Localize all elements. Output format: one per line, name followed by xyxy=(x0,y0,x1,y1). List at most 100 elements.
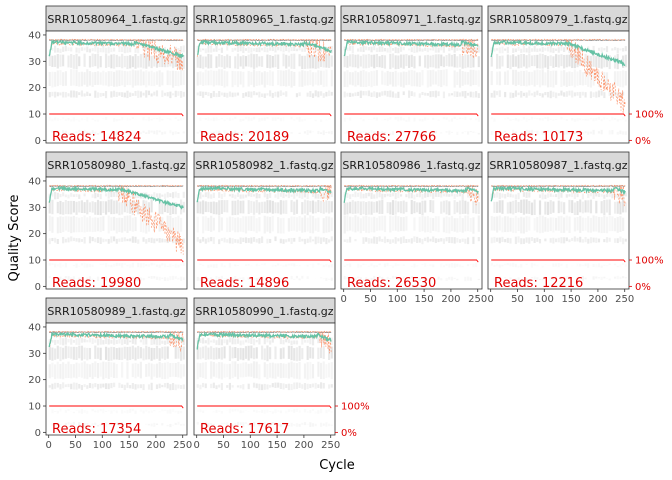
quality-heatmap xyxy=(196,337,333,427)
quartile-75-line xyxy=(491,38,626,41)
mean-quality-line xyxy=(343,185,479,203)
percent-tick-label: 100% xyxy=(635,256,664,267)
x-tick-label: 0 xyxy=(487,294,493,305)
percent-tick-label: 100% xyxy=(635,110,664,121)
plot-frame xyxy=(193,30,336,144)
quality-heatmap xyxy=(48,191,185,282)
facet-panel: SRR10580965_1.fastq.gz Reads: 20189 xyxy=(193,5,336,145)
y-axis-title: Quality Score xyxy=(7,195,22,282)
x-tick-label: 150 xyxy=(268,440,287,451)
x-tick-label: 50 xyxy=(69,440,82,451)
quality-heatmap xyxy=(196,191,333,282)
x-tick-label: 200 xyxy=(588,294,607,305)
quartile-75-line xyxy=(197,330,332,333)
facet-panel: SRR10580982_1.fastq.gz Reads: 14896 xyxy=(193,151,336,291)
read-proportion-line xyxy=(491,259,626,263)
y-tick-label: 20 xyxy=(28,229,41,240)
y-tick-label: 10 xyxy=(28,402,41,413)
x-tick-label: 100 xyxy=(93,440,112,451)
read-proportion-line xyxy=(197,405,332,409)
x-tick-label: 50 xyxy=(364,294,377,305)
x-tick-label: 0 xyxy=(45,440,51,451)
median-line xyxy=(343,39,479,42)
plot-frame xyxy=(193,176,336,290)
reads-count-label: Reads: 12216 xyxy=(494,276,583,291)
x-tick-label: 0 xyxy=(193,440,199,451)
reads-count-label: Reads: 26530 xyxy=(347,276,436,291)
facet-strip-label: SRR10580986_1.fastq.gz xyxy=(342,159,480,172)
y-tick-label: 20 xyxy=(28,83,41,94)
percent-tick-label: 0% xyxy=(341,428,357,439)
percent-tick-label: 0% xyxy=(635,136,651,147)
y-tick-label: 40 xyxy=(28,322,41,333)
facet-panels: SRR10580964_1.fastq.gz Reads: 14824 0 10 20 3… xyxy=(28,5,664,451)
percent-tick-label: 0% xyxy=(635,282,651,293)
x-tick-label: 150 xyxy=(120,440,139,451)
facet-panel: SRR10580979_1.fastq.gz Reads: 10173 100% 0% xyxy=(487,5,664,147)
percent-tick-label: 100% xyxy=(341,402,370,413)
quality-heatmap xyxy=(343,191,480,282)
mean-quality-line xyxy=(343,39,479,57)
quartile-75-line xyxy=(344,184,479,187)
quartile-75-line xyxy=(49,330,184,333)
facet-strip xyxy=(193,297,336,324)
median-line xyxy=(491,185,626,188)
x-tick-label: 200 xyxy=(294,440,313,451)
mean-quality-line xyxy=(490,39,626,67)
x-tick-label: 100 xyxy=(388,294,407,305)
read-proportion-line xyxy=(49,405,184,409)
read-proportion-line xyxy=(197,113,332,117)
x-tick-label: 100 xyxy=(535,294,554,305)
facet-strip xyxy=(340,5,483,32)
facet-panel: SRR10580980_1.fastq.gz Reads: 19980 0 10 20 3… xyxy=(28,151,188,293)
quartile-25-line xyxy=(490,39,626,113)
mean-quality-line xyxy=(196,184,332,203)
facet-panel: SRR10580971_1.fastq.gz Reads: 27766 xyxy=(340,5,483,145)
facet-panel: SRR10580964_1.fastq.gz Reads: 14824 0 10 20 3… xyxy=(28,5,188,147)
quartile-75-line xyxy=(197,38,332,41)
facet-strip-label: SRR10580989_1.fastq.gz xyxy=(47,305,185,318)
reads-count-label: Reads: 17354 xyxy=(52,422,141,437)
reads-count-label: Reads: 14824 xyxy=(52,130,141,145)
facet-strip-label: SRR10580965_1.fastq.gz xyxy=(195,13,333,26)
plot-frame xyxy=(487,30,630,144)
facet-strip-label: SRR10580987_1.fastq.gz xyxy=(489,159,627,172)
x-tick-label: 250 xyxy=(173,440,192,451)
y-tick-label: 40 xyxy=(28,30,41,41)
quality-heatmap xyxy=(490,191,627,282)
x-tick-label: 0 xyxy=(340,294,346,305)
median-line xyxy=(197,39,332,42)
y-tick-label: 30 xyxy=(28,57,41,68)
facet-strip xyxy=(45,297,188,324)
y-tick-label: 10 xyxy=(28,110,41,121)
reads-count-label: Reads: 19980 xyxy=(52,276,141,291)
plot-frame xyxy=(487,176,630,290)
quartile-25-line xyxy=(48,39,184,71)
y-tick-label: 30 xyxy=(28,203,41,214)
quartile-75-line xyxy=(491,184,626,187)
mean-quality-line xyxy=(48,331,184,348)
read-proportion-line xyxy=(344,113,479,117)
x-tick-label: 200 xyxy=(441,294,460,305)
median-line xyxy=(343,185,479,188)
facet-strip-label: SRR10580979_1.fastq.gz xyxy=(489,13,627,26)
mean-quality-line xyxy=(48,39,184,60)
quality-heatmap xyxy=(343,45,480,136)
read-proportion-line xyxy=(49,259,184,263)
plot-frame xyxy=(45,176,188,290)
x-tick-label: 50 xyxy=(511,294,524,305)
x-tick-label: 100 xyxy=(241,440,260,451)
plot-frame xyxy=(45,322,188,436)
facet-strip xyxy=(45,151,188,178)
facet-strip xyxy=(193,5,336,32)
facet-strip-label: SRR10580964_1.fastq.gz xyxy=(47,13,185,26)
facet-strip-label: SRR10580971_1.fastq.gz xyxy=(342,13,480,26)
facet-strip-label: SRR10580990_1.fastq.gz xyxy=(195,305,333,318)
mean-quality-line xyxy=(197,38,332,56)
x-tick-label: 50 xyxy=(217,440,230,451)
facet-strip xyxy=(45,5,188,32)
